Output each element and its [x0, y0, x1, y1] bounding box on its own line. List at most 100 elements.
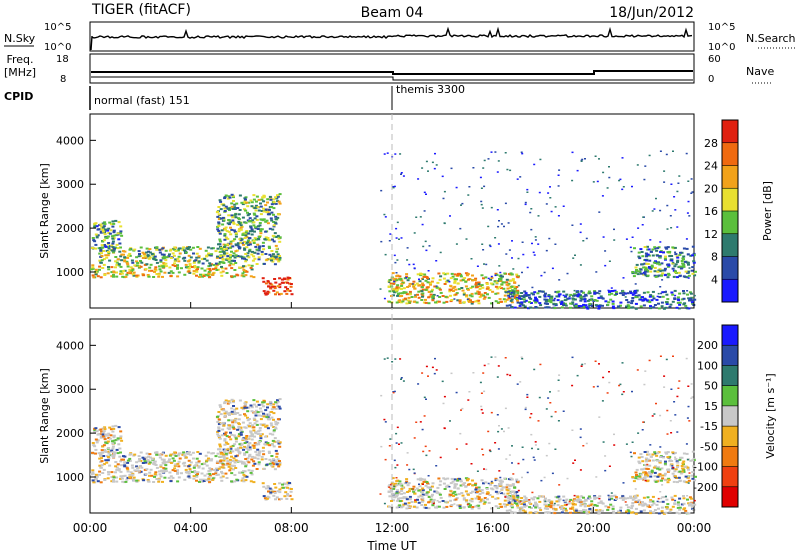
echo-cell [416, 273, 420, 276]
echo-cell [474, 292, 478, 295]
echo-cell [262, 290, 266, 293]
echo-cell [232, 427, 236, 430]
echo-cell [588, 507, 592, 510]
echo-cell [188, 468, 192, 471]
echo-cell [243, 240, 246, 243]
echo-speckle [673, 401, 676, 403]
echo-cell [679, 472, 683, 475]
echo-cell [657, 302, 660, 305]
echo-cell [678, 253, 682, 256]
echo-cell [583, 298, 587, 301]
echo-cell [479, 499, 483, 502]
echo-cell [139, 470, 143, 473]
echo-cell [659, 251, 663, 253]
echo-cell [223, 246, 227, 248]
echo-cell [538, 302, 542, 305]
echo-cell [107, 471, 110, 473]
echo-speckle [487, 482, 490, 485]
echo-cell [116, 258, 120, 261]
echo-cell [575, 509, 579, 512]
echo-cell [274, 215, 278, 218]
echo-cell [534, 511, 538, 513]
echo-cell [634, 266, 638, 269]
echo-cell [219, 271, 223, 274]
echo-cell [471, 279, 475, 282]
echo-speckle [571, 356, 574, 359]
echo-cell [176, 462, 180, 465]
echo-cell [231, 424, 235, 427]
echo-speckle [488, 449, 491, 451]
echo-cell [621, 495, 625, 498]
echo-cell [135, 461, 139, 464]
echo-cell [494, 272, 498, 275]
echo-cell [226, 462, 230, 465]
echo-cell [388, 495, 392, 498]
echo-cell [110, 266, 114, 269]
echo-cell [474, 482, 478, 485]
echo-cell [652, 466, 656, 469]
echo-speckle [384, 216, 387, 218]
echo-cell [233, 480, 237, 483]
echo-cell [242, 448, 245, 451]
echo-cell [652, 511, 656, 514]
echo-cell [241, 272, 245, 275]
echo-speckle [389, 438, 392, 440]
echo-cell [144, 461, 148, 464]
echo-cell [494, 477, 498, 480]
echo-cell [273, 255, 277, 258]
echo-cell [286, 486, 289, 489]
echo-cell [209, 264, 212, 267]
echo-cell [110, 244, 114, 247]
echo-cell [646, 291, 650, 294]
echo-cell [119, 230, 123, 233]
echo-cell [619, 509, 622, 512]
echo-speckle [402, 380, 405, 382]
echo-cell [261, 245, 265, 248]
echo-cell [223, 207, 227, 210]
echo-cell [210, 247, 214, 250]
echo-cell [406, 279, 410, 282]
colorbar-swatch [722, 446, 738, 468]
echo-cell [230, 455, 233, 458]
echo-cell [289, 490, 293, 493]
echo-speckle [417, 383, 420, 385]
echo-cell [611, 302, 615, 305]
echo-cell [599, 500, 603, 503]
echo-cell [433, 490, 437, 493]
colorbar-tick-label: 20 [704, 182, 718, 195]
echo-cell [273, 278, 277, 280]
echo-cell [396, 294, 400, 297]
echo-cell [465, 500, 468, 503]
echo-cell [176, 472, 179, 475]
echo-cell [234, 459, 238, 462]
echo-speckle [562, 294, 565, 297]
echo-speckle [636, 164, 639, 166]
echo-cell [266, 201, 269, 204]
echo-cell [480, 274, 484, 277]
echo-cell [216, 415, 219, 418]
echo-cell [266, 290, 270, 293]
echo-cell [111, 451, 115, 454]
echo-cell [230, 480, 234, 483]
echo-cell [273, 437, 277, 440]
echo-cell [211, 272, 215, 275]
echo-cell [142, 274, 146, 277]
echo-cell [282, 482, 286, 485]
echo-cell [690, 474, 694, 477]
echo-cell [105, 249, 109, 252]
echo-cell [452, 290, 455, 292]
echo-cell [171, 271, 175, 274]
echo-cell [288, 487, 292, 490]
echo-cell [649, 475, 653, 478]
echo-cell [143, 468, 147, 471]
echo-speckle [390, 483, 393, 486]
echo-cell [237, 435, 241, 438]
echo-cell [644, 472, 648, 475]
echo-cell [392, 484, 396, 487]
echo-cell [522, 509, 525, 512]
echo-speckle [531, 447, 533, 450]
echo-cell [608, 293, 611, 296]
echo-cell [233, 269, 237, 271]
echo-cell [274, 441, 278, 443]
echo-cell [259, 202, 262, 205]
